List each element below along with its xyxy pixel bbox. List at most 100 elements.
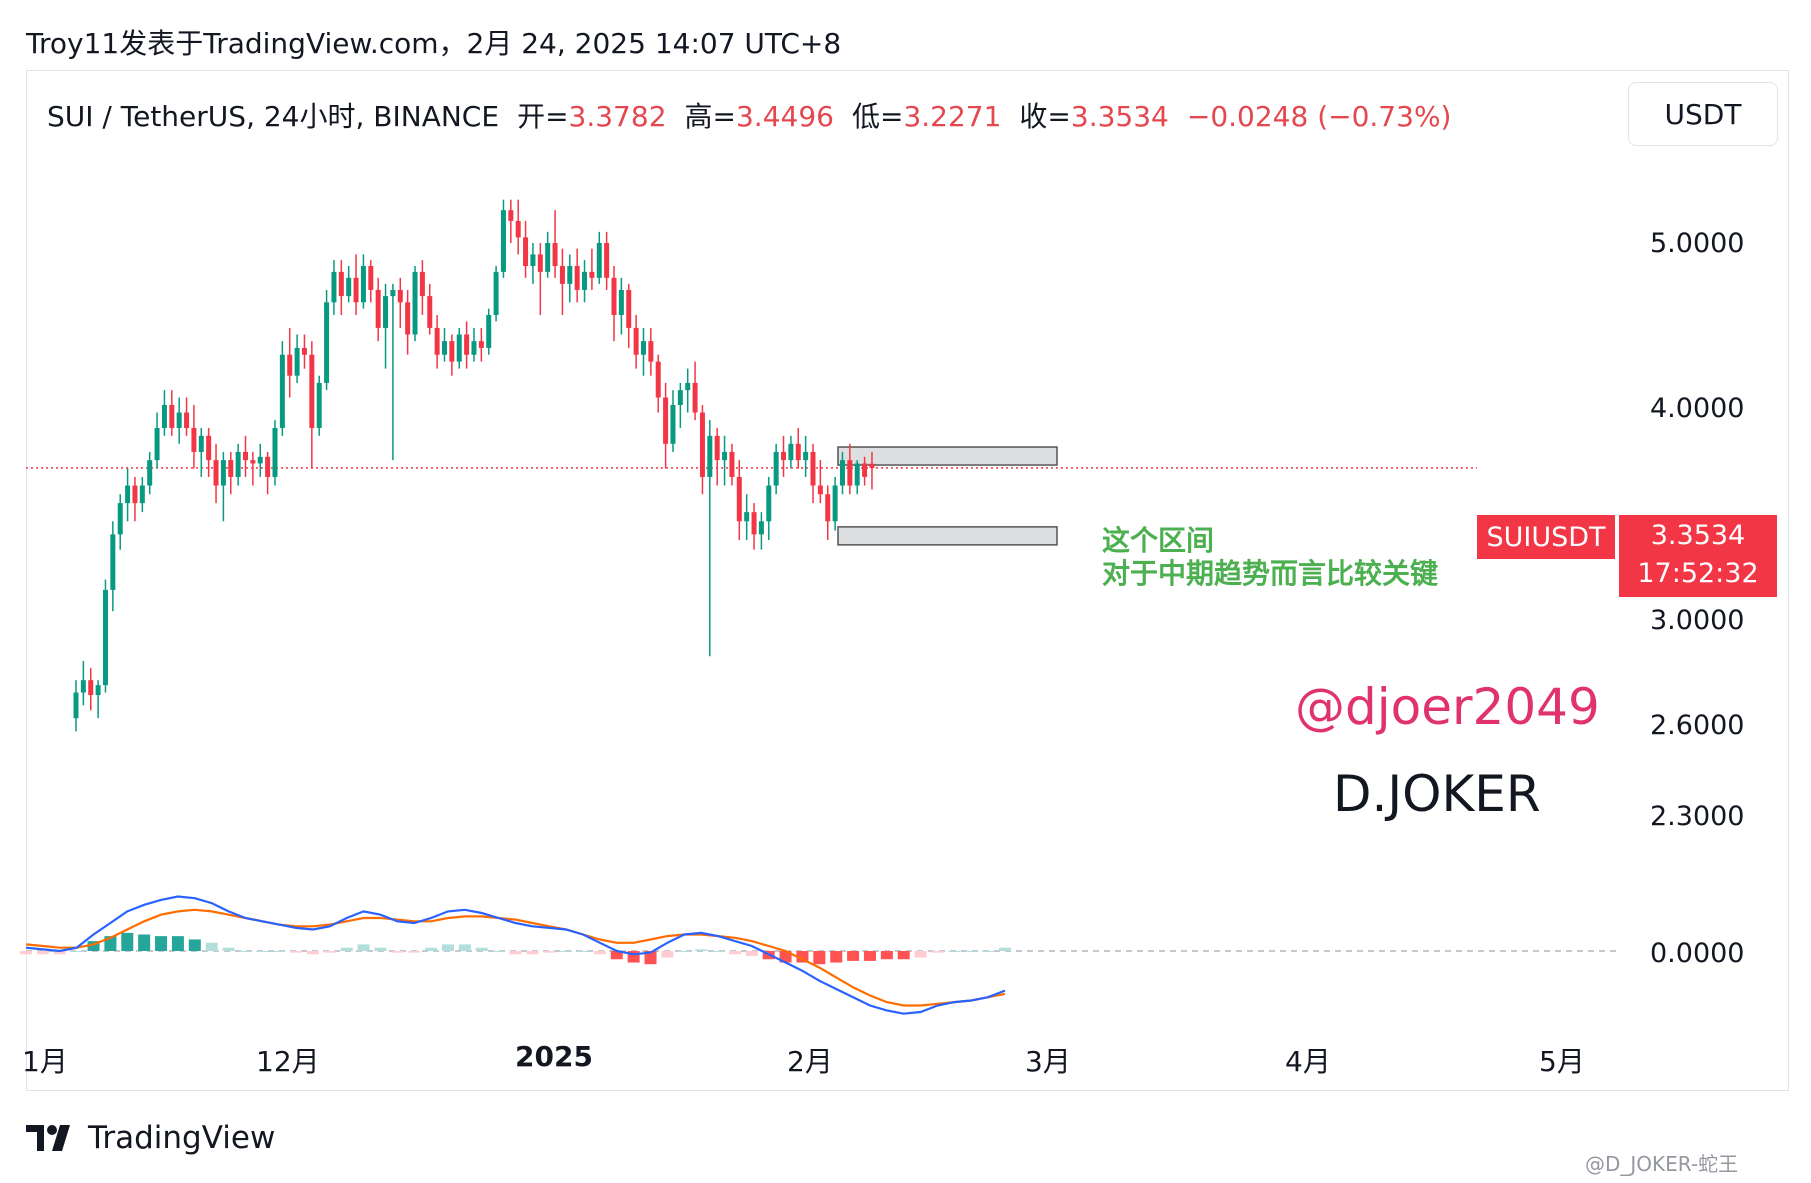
candle-body — [338, 271, 344, 297]
macd-histogram-bar — [340, 947, 353, 951]
macd-histogram-bar — [138, 934, 151, 951]
candle-body — [736, 476, 742, 522]
candle-body — [523, 237, 529, 266]
candle-body — [176, 412, 182, 428]
candle-body — [331, 271, 337, 303]
candle-body — [272, 427, 278, 477]
legend-close-value: 3.3534 — [1070, 100, 1169, 133]
legend-symbol: SUI / TetherUS, 24小时, BINANCE — [47, 100, 500, 133]
candle-body — [486, 314, 492, 348]
time-label-feb: 2月 — [787, 1045, 833, 1078]
candle-body — [545, 243, 551, 272]
macd-histogram-bar — [593, 951, 606, 955]
bar-countdown: 17:52:32 — [1637, 558, 1759, 589]
candle-body — [412, 271, 418, 335]
macd-histogram-bar — [273, 951, 286, 952]
candle-body — [147, 460, 153, 486]
candle-body — [493, 271, 499, 315]
chart-frame — [26, 70, 1789, 1091]
candle-body — [803, 451, 809, 461]
candle-body — [508, 210, 514, 221]
candle-body — [825, 494, 831, 522]
candle-body — [383, 296, 389, 328]
candle-body — [405, 302, 411, 335]
macd-histogram-bar — [813, 951, 826, 965]
macd-histogram-bar — [188, 939, 201, 951]
macd-histogram-bar — [239, 951, 252, 952]
macd-histogram-bar — [678, 951, 691, 952]
macd-histogram-bar — [880, 951, 893, 960]
candle-body — [375, 289, 381, 328]
macd-histogram-bar — [863, 951, 876, 961]
author-brand: D.JOKER — [1333, 765, 1541, 823]
candle-body — [817, 485, 823, 495]
macd-histogram-bar — [543, 951, 556, 953]
macd-histogram-bar — [897, 951, 910, 960]
candle-body — [110, 534, 116, 590]
candle-body — [810, 451, 816, 486]
macd-histogram-bar — [323, 951, 336, 953]
candle-body — [537, 254, 543, 272]
candle-body — [80, 680, 86, 693]
candle-body — [456, 334, 462, 362]
candle-body — [309, 354, 315, 428]
macd-histogram-bar — [391, 951, 404, 953]
candle-body — [228, 460, 234, 477]
author-handle: @djoer2049 — [1295, 678, 1600, 736]
support-resistance-zone — [837, 526, 1058, 546]
candle-body — [206, 435, 212, 461]
macd-histogram-bar — [661, 951, 674, 958]
macd-histogram-bar — [87, 941, 100, 951]
candle-body — [250, 460, 256, 464]
candle-body — [677, 390, 683, 405]
time-label-may: 5月 — [1539, 1045, 1585, 1078]
candle-body — [773, 451, 779, 486]
candle-body — [287, 354, 293, 376]
candle-body — [788, 443, 794, 461]
macd-histogram-bar — [205, 942, 218, 951]
candle-body — [235, 451, 241, 477]
candle-body — [346, 277, 352, 297]
candle-body — [699, 412, 705, 477]
tradingview-logo[interactable]: TradingView — [26, 1120, 275, 1156]
candle-body — [589, 271, 595, 278]
candle-body — [781, 451, 787, 461]
candle-body — [279, 354, 285, 428]
candle-body — [766, 485, 772, 522]
macd-histogram-bar — [222, 947, 235, 951]
candle-body — [582, 271, 588, 290]
candle-body — [670, 404, 676, 444]
candle-body — [390, 289, 396, 297]
zone-annotation-line1: 这个区间 — [1102, 524, 1215, 557]
candle-body — [722, 451, 728, 461]
zone-annotation-line2: 对于中期趋势而言比较关键 — [1102, 557, 1439, 590]
macd-histogram-bar — [610, 951, 623, 960]
macd-histogram-bar — [441, 944, 454, 951]
candle-body — [714, 435, 720, 461]
candle-body — [530, 254, 536, 266]
candle-body — [839, 460, 845, 486]
legend-open-label: 开= — [517, 100, 569, 133]
candle-body — [132, 485, 138, 504]
candle-body — [611, 277, 617, 315]
candle-body — [427, 296, 433, 328]
candle-body — [257, 456, 263, 464]
macd-histogram-bar — [492, 951, 505, 952]
candle-body — [243, 451, 249, 461]
price-label-2-6: 2.6000 — [1650, 710, 1745, 741]
candle-body — [184, 412, 190, 428]
tradingview-logo-text: TradingView — [88, 1120, 276, 1156]
candle-body — [368, 265, 374, 290]
macd-histogram-bar — [290, 951, 303, 953]
price-label-0: 0.0000 — [1650, 938, 1745, 969]
candle-body — [353, 277, 359, 303]
support-resistance-zone — [837, 446, 1058, 466]
candle-body — [832, 485, 838, 522]
macd-histogram-bar — [745, 951, 758, 956]
legend-low-label: 低= — [851, 100, 904, 133]
candle-body — [434, 327, 440, 355]
currency-button[interactable]: USDT — [1628, 82, 1778, 146]
candle-body — [471, 341, 477, 355]
macd-histogram-bar — [306, 951, 319, 955]
